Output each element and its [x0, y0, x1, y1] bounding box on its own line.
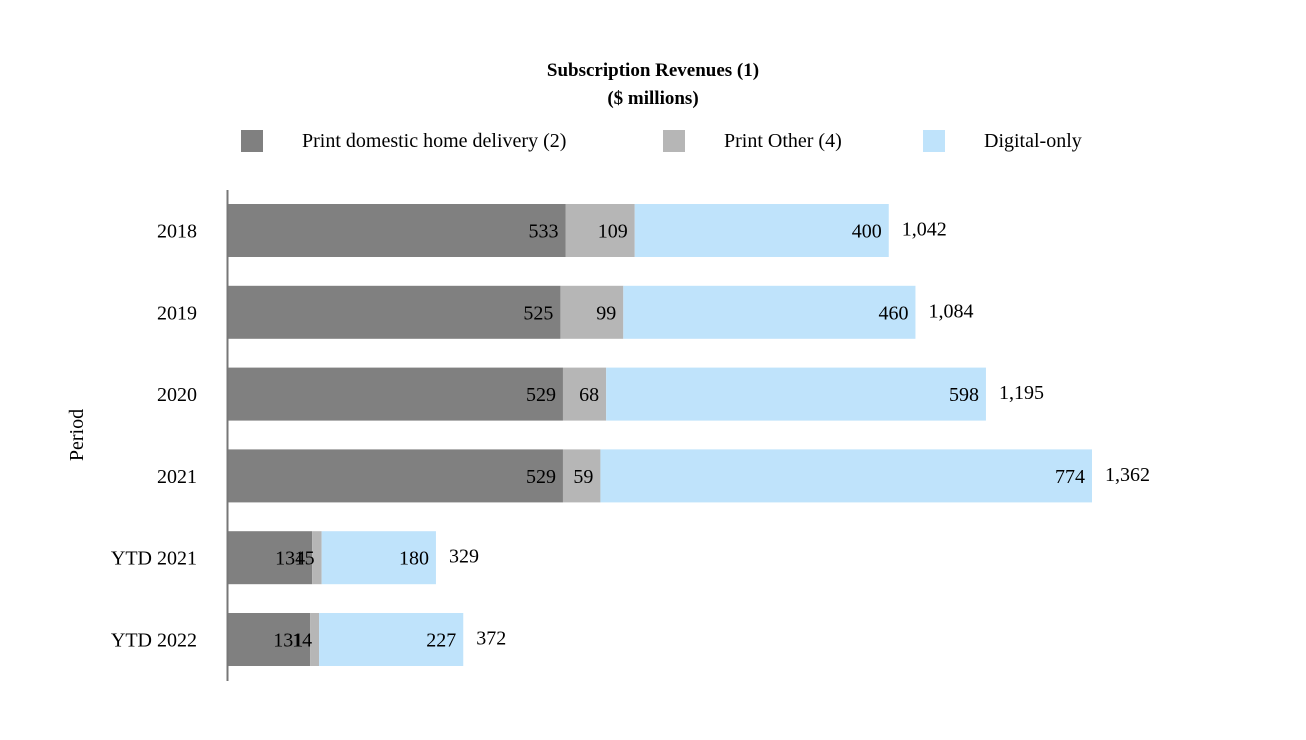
- chart-subtitle: ($ millions): [607, 88, 699, 109]
- bar-ytd-2021-series-1: [312, 531, 322, 585]
- data-label-2019-series-0: 525: [523, 302, 553, 324]
- data-label-ytd-2021-series-0: 134: [275, 548, 305, 570]
- bar-ytd-2021-series-2: [321, 531, 436, 585]
- total-label-2021: 1,362: [1105, 464, 1150, 486]
- bar-ytd-2022-series-1: [310, 613, 320, 666]
- data-label-2019-series-2: 460: [878, 302, 908, 324]
- total-label-ytd-2022: 372: [476, 628, 506, 650]
- bar-2018-series-2: [634, 204, 889, 257]
- data-label-2019-series-1: 99: [596, 302, 616, 324]
- data-label-ytd-2021-series-1: 15: [295, 548, 315, 570]
- data-label-2021-series-0: 529: [526, 466, 556, 488]
- data-label-2018-series-2: 400: [852, 221, 882, 243]
- chart-title: Subscription Revenues (1) ($ millions): [0, 57, 1306, 113]
- data-label-ytd-2022-series-1: 14: [292, 630, 312, 652]
- data-label-ytd-2021-series-2: 180: [399, 548, 429, 570]
- bar-2020-series-2: [606, 367, 986, 421]
- total-label-ytd-2021: 329: [449, 546, 479, 568]
- y-tick-label-ytd-2022: YTD 2022: [111, 630, 197, 652]
- legend-swatch-digital-only: [923, 130, 945, 152]
- y-tick-label-2018: 2018: [157, 221, 197, 243]
- legend-label-print-home-delivery: Print domestic home delivery (2): [302, 130, 567, 152]
- total-label-2019: 1,084: [928, 300, 973, 322]
- data-label-ytd-2022-series-0: 131: [273, 630, 303, 652]
- legend: Print domestic home delivery (2) Print O…: [0, 128, 1306, 158]
- total-label-2018: 1,042: [902, 219, 947, 241]
- bar-2019-series-1: [560, 285, 624, 339]
- y-axis-title: Period: [66, 409, 88, 461]
- bar-2020-series-1: [562, 367, 607, 421]
- data-label-2021-series-2: 774: [1055, 466, 1085, 488]
- total-label-2020: 1,195: [999, 382, 1044, 404]
- bar-2021-series-0: [227, 449, 563, 503]
- data-label-2020-series-0: 529: [526, 384, 556, 406]
- bar-ytd-2022-series-2: [319, 613, 464, 666]
- bar-ytd-2021-series-0: [227, 531, 313, 585]
- bar-2019-series-2: [623, 285, 916, 339]
- data-label-ytd-2022-series-2: 227: [426, 630, 456, 652]
- y-tick-label-2019: 2019: [157, 302, 197, 324]
- data-label-2018-series-1: 109: [598, 221, 628, 243]
- bar-2018-series-1: [565, 204, 635, 257]
- bar-2021-series-1: [562, 449, 601, 503]
- legend-label-digital-only: Digital-only: [984, 130, 1082, 152]
- bar-2019-series-0: [227, 285, 561, 339]
- y-tick-label-2021: 2021: [157, 466, 197, 488]
- bar-2021-series-2: [600, 449, 1092, 503]
- data-label-2020-series-2: 598: [949, 384, 979, 406]
- bar-2018-series-0: [227, 204, 566, 257]
- y-tick-label-ytd-2021: YTD 2021: [111, 548, 197, 570]
- bar-ytd-2022-series-0: [227, 613, 311, 666]
- data-label-2021-series-1: 59: [573, 466, 593, 488]
- chart-title-main: Subscription Revenues (1): [546, 60, 760, 81]
- legend-swatch-print-home-delivery: [241, 130, 263, 152]
- data-label-2020-series-1: 68: [579, 384, 599, 406]
- bar-2020-series-0: [227, 367, 563, 421]
- legend-label-print-other: Print Other (4): [724, 130, 842, 152]
- y-tick-label-2020: 2020: [157, 384, 197, 406]
- data-label-2018-series-0: 533: [529, 221, 559, 243]
- legend-swatch-print-other: [663, 130, 685, 152]
